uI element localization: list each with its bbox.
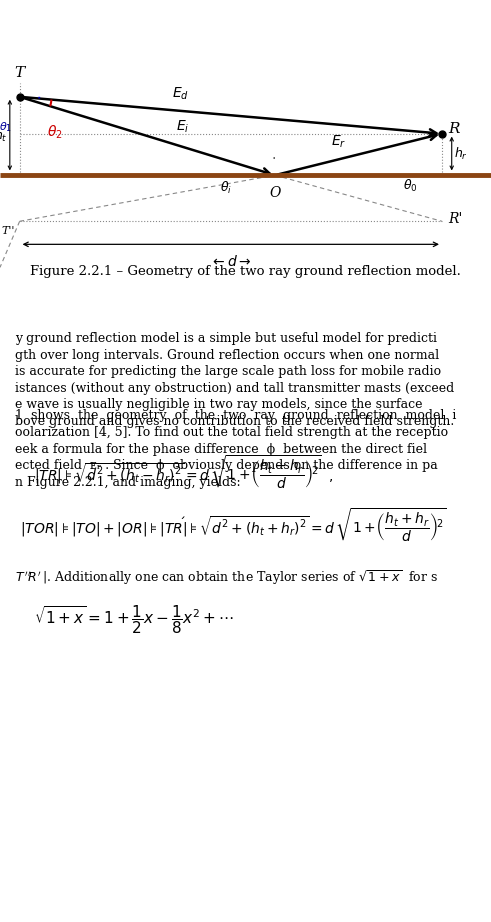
Text: T'': T''	[1, 226, 15, 236]
Text: bove ground and gives no contribution to the received field strength.: bove ground and gives no contribution to…	[15, 415, 454, 428]
Text: R': R'	[448, 211, 462, 226]
Text: $\leftarrow d \rightarrow$: $\leftarrow d \rightarrow$	[210, 254, 251, 268]
Text: $E_i$: $E_i$	[176, 118, 190, 135]
Text: y ground reflection model is a simple but useful model for predicti: y ground reflection model is a simple bu…	[15, 332, 436, 345]
Text: $h_t$: $h_t$	[0, 128, 7, 144]
Text: istances (without any obstruction) and tall transmitter masts (exceed: istances (without any obstruction) and t…	[15, 382, 454, 395]
Text: ected field  ᴇᵣ . Since  ϕ  obviously depends on the difference in pa: ected field ᴇᵣ . Since ϕ obviously depen…	[15, 459, 437, 472]
Text: $h_r$: $h_r$	[454, 147, 468, 162]
Text: $|TOR| \models |TO|+|OR| \models |TR\'| \models \sqrt{d^2+(h_t+h_r)^2} = d\,\sqr: $|TOR| \models |TO|+|OR| \models |TR\'| …	[20, 507, 446, 544]
Text: e wave is usually negligible in two ray models, since the surface: e wave is usually negligible in two ray …	[15, 398, 422, 411]
Text: $\theta_1$: $\theta_1$	[0, 120, 12, 134]
Text: $\theta_0$: $\theta_0$	[403, 178, 417, 194]
Text: $E_d$: $E_d$	[171, 85, 189, 101]
Text: $\theta_2$: $\theta_2$	[47, 124, 62, 140]
Text: gth over long intervals. Ground reflection occurs when one normal: gth over long intervals. Ground reflecti…	[15, 349, 439, 361]
Text: Figure 2.2.1 – Geometry of the two ray ground reflection model.: Figure 2.2.1 – Geometry of the two ray g…	[30, 265, 461, 278]
Text: $E_r$: $E_r$	[331, 134, 346, 150]
Text: is accurate for predicting the large scale path loss for mobile radio: is accurate for predicting the large sca…	[15, 365, 441, 378]
Text: O: O	[269, 186, 281, 200]
Text: T: T	[15, 66, 25, 80]
Text: eek a formula for the phase difference  ϕ  between the direct fiel: eek a formula for the phase difference ϕ…	[15, 443, 427, 455]
Text: n Figure 2.2.1, and imaging, yields:: n Figure 2.2.1, and imaging, yields:	[15, 476, 241, 489]
Text: 1  shows  the  geometry  of  the  two  ray  ground  reflection  model  i: 1 shows the geometry of the two ray grou…	[15, 409, 456, 422]
Text: $\theta_i$: $\theta_i$	[220, 180, 232, 195]
Text: R: R	[448, 122, 459, 136]
Text: $|TR| \models \sqrt{d^2+(h_t-h_r)^2} = d\,\sqrt{1+\!\left(\dfrac{h_t-h_r}{d}\rig: $|TR| \models \sqrt{d^2+(h_t-h_r)^2} = d…	[34, 454, 334, 491]
Text: oolarization [4, 5]. To find out the total field strength at the receptio: oolarization [4, 5]. To find out the tot…	[15, 426, 448, 439]
Text: $T\,{''}\!R'\,|$. Additionally one can obtain the Taylor series of $\sqrt{1+x}$ : $T\,{''}\!R'\,|$. Additionally one can o…	[15, 568, 438, 586]
Text: $\sqrt{1+x} = 1+\dfrac{1}{2}x-\dfrac{1}{8}x^2+\cdots$: $\sqrt{1+x} = 1+\dfrac{1}{2}x-\dfrac{1}{…	[34, 603, 234, 636]
